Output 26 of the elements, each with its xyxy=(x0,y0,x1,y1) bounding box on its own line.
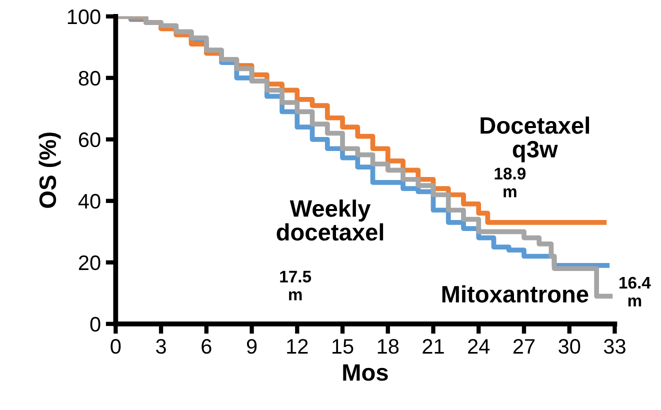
x-tick-label: 3 xyxy=(156,339,166,354)
series-label: Weekly docetaxel xyxy=(276,200,384,241)
annotation: 17.5 m xyxy=(280,270,312,300)
y-tick-label: 60 xyxy=(78,132,100,148)
y-axis-title: OS (%) xyxy=(38,132,61,208)
series-label: Docetaxel q3w xyxy=(480,116,589,162)
x-tick-label: 21 xyxy=(422,339,444,354)
x-tick-label: 27 xyxy=(513,339,535,354)
annotation: 18.9 m xyxy=(494,168,526,198)
x-tick-label: 33 xyxy=(604,339,626,354)
x-tick-label: 12 xyxy=(287,339,308,354)
x-tick-label: 30 xyxy=(558,339,580,354)
x-tick-label: 6 xyxy=(202,339,212,354)
y-tick-label: 100 xyxy=(68,9,100,24)
y-tick-label: 0 xyxy=(90,316,100,332)
series-label: Mitoxantrone xyxy=(442,285,588,303)
x-tick-label: 9 xyxy=(246,339,257,354)
x-tick-label: 15 xyxy=(332,339,354,354)
x-tick-label: 18 xyxy=(378,339,399,354)
y-tick-label: 40 xyxy=(78,194,100,209)
x-tick-label: 0 xyxy=(110,339,121,354)
x-axis-title: Mos xyxy=(343,364,388,381)
x-tick-label: 24 xyxy=(468,339,490,354)
y-tick-label: 20 xyxy=(78,255,100,270)
text: 16.4 m xyxy=(620,276,651,306)
y-tick-label: 80 xyxy=(78,70,100,86)
